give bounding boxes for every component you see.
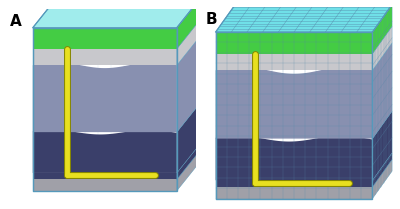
- Polygon shape: [177, 103, 200, 173]
- Polygon shape: [372, 159, 392, 199]
- Polygon shape: [216, 180, 372, 187]
- Polygon shape: [177, 20, 200, 65]
- Polygon shape: [177, 0, 200, 49]
- Polygon shape: [216, 32, 372, 54]
- Polygon shape: [216, 136, 372, 180]
- Polygon shape: [372, 111, 392, 180]
- Polygon shape: [33, 130, 177, 173]
- Polygon shape: [372, 153, 392, 187]
- Polygon shape: [33, 49, 177, 65]
- Polygon shape: [33, 62, 177, 132]
- Text: A: A: [10, 14, 22, 29]
- Text: B: B: [206, 12, 218, 27]
- Polygon shape: [177, 36, 200, 132]
- Polygon shape: [216, 67, 372, 139]
- Polygon shape: [372, 26, 392, 70]
- Polygon shape: [216, 5, 392, 32]
- Polygon shape: [33, 180, 177, 191]
- Polygon shape: [216, 187, 372, 199]
- Polygon shape: [33, 0, 200, 28]
- Polygon shape: [177, 151, 200, 191]
- Polygon shape: [216, 54, 372, 70]
- Polygon shape: [372, 5, 392, 54]
- Polygon shape: [33, 28, 177, 49]
- Polygon shape: [372, 43, 392, 139]
- Polygon shape: [177, 144, 200, 180]
- Polygon shape: [33, 173, 177, 180]
